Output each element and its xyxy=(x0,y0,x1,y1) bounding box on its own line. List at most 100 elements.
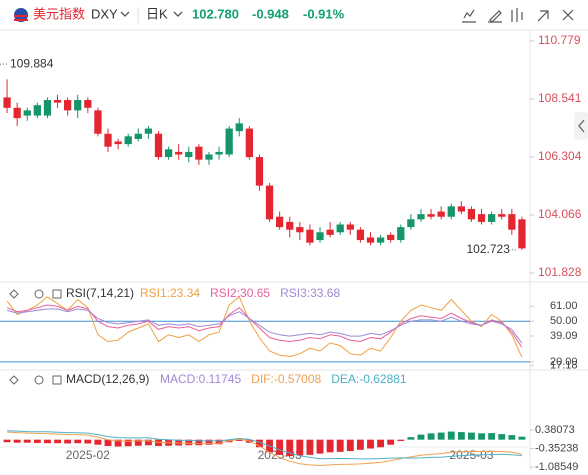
high-label: 109.884 xyxy=(10,56,54,70)
candle-body xyxy=(265,185,274,220)
histogram-bar xyxy=(104,439,112,446)
candle-body xyxy=(356,229,365,241)
candle-body xyxy=(417,214,425,220)
histogram-bar xyxy=(235,439,243,441)
legend-entry: DIF:-0.57008 xyxy=(251,372,321,386)
y-tick-label: 0.38073 xyxy=(535,424,575,436)
candle-body xyxy=(376,237,385,243)
candle-body xyxy=(427,214,435,217)
candle-body xyxy=(175,151,183,155)
histogram-bar xyxy=(23,439,31,443)
histogram-bar xyxy=(377,439,385,448)
candle-body xyxy=(33,105,41,116)
rsi-header-icons xyxy=(9,289,62,385)
histogram-bar xyxy=(346,439,354,452)
candle-body xyxy=(255,157,264,186)
histogram-bar xyxy=(478,433,485,440)
y-tick-label: 39.09 xyxy=(550,330,578,342)
candle-body xyxy=(306,229,314,243)
histogram-bar xyxy=(185,439,193,446)
histogram-bar xyxy=(508,435,516,440)
histogram-bar xyxy=(74,439,82,444)
candle-body xyxy=(205,154,213,160)
price: 102.780 xyxy=(192,6,239,21)
histogram-bar xyxy=(155,439,162,446)
candle-body xyxy=(467,208,476,220)
indicator-line xyxy=(7,431,522,467)
histogram-bar xyxy=(64,439,72,444)
indicator-button[interactable] xyxy=(462,9,476,23)
y-tick-label: 20.00 xyxy=(550,356,578,368)
histogram-bar xyxy=(367,439,374,449)
histogram-bar xyxy=(427,433,435,440)
candle-body xyxy=(144,128,153,134)
candle-button[interactable] xyxy=(511,8,523,22)
candle-body xyxy=(286,221,294,230)
dropdown-icon[interactable] xyxy=(120,11,130,17)
histogram-bar xyxy=(205,439,213,445)
toolbar xyxy=(462,8,574,23)
candle-body xyxy=(84,100,92,108)
indicator-line xyxy=(7,430,522,460)
legend-entry: RSI3:33.68 xyxy=(280,286,340,300)
histogram-bar xyxy=(134,439,142,446)
candle-body xyxy=(235,123,243,132)
candle-body xyxy=(64,100,72,111)
histogram-bar xyxy=(286,439,294,457)
expand-button[interactable] xyxy=(537,10,549,22)
histogram-bar xyxy=(356,439,364,450)
dropdown-icon[interactable] xyxy=(173,11,183,17)
y-tick-label: 61.00 xyxy=(550,300,578,312)
candle-body xyxy=(134,133,142,139)
histogram-bar xyxy=(407,437,415,440)
candle-body xyxy=(447,206,455,217)
settings-icon[interactable] xyxy=(34,289,44,299)
candle-body xyxy=(346,224,354,230)
low-label: 102.723 xyxy=(466,242,510,256)
y-tick-label: -1.08549 xyxy=(535,461,578,470)
histogram-bar xyxy=(417,434,425,440)
hide-icon[interactable] xyxy=(9,375,19,385)
candle-body xyxy=(477,214,486,222)
candle-body xyxy=(3,97,11,108)
histogram-bar xyxy=(44,439,51,444)
histogram-bar xyxy=(437,432,445,440)
candle-body xyxy=(407,219,415,228)
histogram-bar xyxy=(114,439,122,447)
side-toggle-icon xyxy=(578,119,585,133)
y-tick-label: -0.35238 xyxy=(535,442,578,454)
y-tick-label: 108.541 xyxy=(538,91,582,105)
candle-body xyxy=(316,232,324,241)
info-icon[interactable] xyxy=(52,375,62,385)
settings-icon[interactable] xyxy=(34,375,44,385)
period[interactable]: 日K xyxy=(146,6,168,21)
instrument-name[interactable]: 美元指数 xyxy=(33,6,85,21)
draw-button[interactable] xyxy=(488,10,502,23)
candle-body xyxy=(498,214,506,217)
y-tick-label: 101.828 xyxy=(538,265,582,279)
histogram-bar xyxy=(195,439,203,446)
candle-body xyxy=(114,141,122,145)
side-toggle[interactable] xyxy=(574,112,588,140)
candle-body xyxy=(326,229,334,235)
candle-body xyxy=(195,146,203,160)
candle-body xyxy=(13,107,21,119)
histogram-bar xyxy=(488,433,496,440)
histogram-bar xyxy=(326,439,334,453)
hide-icon[interactable] xyxy=(9,289,19,299)
y-tick-label: 106.304 xyxy=(538,149,582,163)
histogram-bar xyxy=(144,439,152,446)
close-button[interactable] xyxy=(562,9,574,21)
candle-body xyxy=(245,128,253,158)
candle-body xyxy=(154,133,163,158)
y-tick-label: 50.00 xyxy=(550,315,578,327)
histogram-bar xyxy=(256,439,263,448)
indicator-line xyxy=(6,295,523,358)
flag-stripe xyxy=(14,19,28,21)
candle-body xyxy=(74,100,82,111)
histogram-bar xyxy=(387,439,395,445)
histogram-bar xyxy=(124,439,132,447)
histogram-bar xyxy=(447,431,455,440)
histogram-bar xyxy=(94,439,102,445)
info-icon[interactable] xyxy=(52,289,62,299)
